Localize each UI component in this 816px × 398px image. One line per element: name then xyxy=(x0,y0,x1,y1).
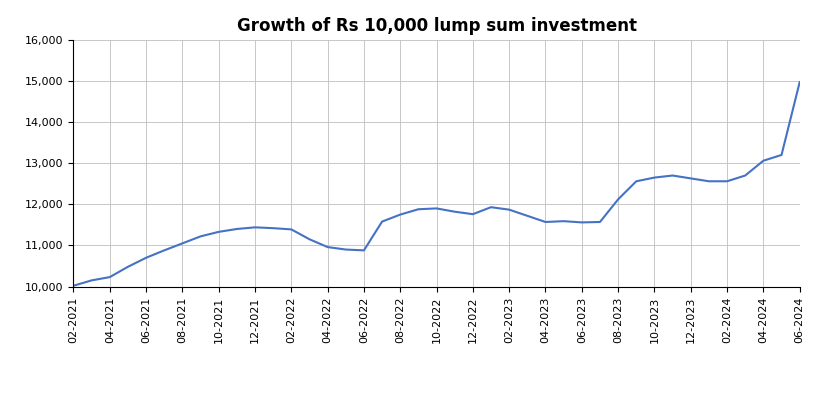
Title: Growth of Rs 10,000 lump sum investment: Growth of Rs 10,000 lump sum investment xyxy=(237,18,636,35)
